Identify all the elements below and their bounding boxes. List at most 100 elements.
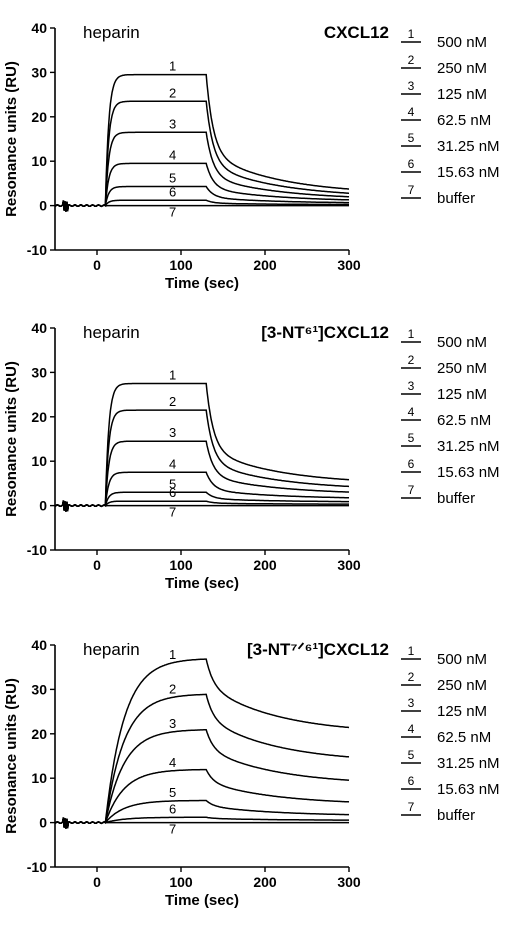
y-tick-label: 0 bbox=[39, 198, 47, 214]
legend-marker-7: 7 bbox=[408, 483, 415, 497]
x-tick-label: 300 bbox=[337, 874, 361, 890]
series-marker-2: 2 bbox=[169, 85, 176, 100]
series-line-7 bbox=[54, 817, 349, 829]
panel-title: CXCL12 bbox=[324, 23, 389, 42]
series-marker-2: 2 bbox=[169, 394, 176, 409]
y-tick-label: 40 bbox=[31, 637, 47, 653]
series-marker-1: 1 bbox=[169, 59, 176, 74]
legend-marker-4: 4 bbox=[408, 405, 415, 419]
series-line-1 bbox=[54, 658, 350, 829]
legend-marker-7: 7 bbox=[408, 800, 415, 814]
legend-marker-1: 1 bbox=[408, 327, 415, 341]
legend-label-2: 250 nM bbox=[437, 60, 487, 77]
legend-marker-3: 3 bbox=[408, 79, 415, 93]
series-marker-2: 2 bbox=[169, 681, 176, 696]
series-marker-4: 4 bbox=[169, 755, 176, 770]
x-tick-label: 200 bbox=[253, 557, 277, 573]
x-tick-label: 0 bbox=[93, 874, 101, 890]
legend-label-2: 250 nM bbox=[437, 360, 487, 377]
legend-marker-5: 5 bbox=[408, 131, 415, 145]
x-tick-label: 100 bbox=[169, 874, 193, 890]
legend-label-3: 125 nM bbox=[437, 703, 487, 720]
panel-1: -10 0 10 20 30 40 0 100 200 300 Time (sec) Resonanc… bbox=[3, 20, 500, 292]
x-tick-label: 200 bbox=[253, 874, 277, 890]
legend-label-6: 15.63 nM bbox=[437, 781, 500, 798]
y-tick-label: 20 bbox=[31, 726, 47, 742]
series-marker-7: 7 bbox=[169, 505, 176, 520]
x-tick-label: 200 bbox=[253, 257, 277, 273]
legend-label-6: 15.63 nM bbox=[437, 464, 500, 481]
panel-3: -10 0 10 20 30 40 0 100 200 300 Time (sec) Resonanc… bbox=[3, 637, 500, 909]
y-tick-label: 0 bbox=[39, 498, 47, 514]
panel-title: [3-NT⁶¹]CXCL12 bbox=[261, 323, 389, 342]
legend-marker-6: 6 bbox=[408, 774, 415, 788]
legend-marker-1: 1 bbox=[408, 644, 415, 658]
analyte-label: heparin bbox=[83, 640, 140, 659]
series-line-2 bbox=[54, 693, 350, 829]
series-line-7 bbox=[54, 200, 349, 212]
x-tick-label: 100 bbox=[169, 257, 193, 273]
series-marker-1: 1 bbox=[169, 368, 176, 383]
legend-marker-7: 7 bbox=[408, 183, 415, 197]
legend-marker-5: 5 bbox=[408, 431, 415, 445]
legend-marker-3: 3 bbox=[408, 379, 415, 393]
legend-label-4: 62.5 nM bbox=[437, 729, 491, 746]
series-marker-6: 6 bbox=[169, 485, 176, 500]
x-tick-label: 300 bbox=[337, 557, 361, 573]
legend-label-4: 62.5 nM bbox=[437, 412, 491, 429]
legend-label-5: 31.25 nM bbox=[437, 755, 500, 772]
y-tick-label: 30 bbox=[31, 64, 47, 80]
legend-label-5: 31.25 nM bbox=[437, 138, 500, 155]
series-marker-4: 4 bbox=[169, 456, 176, 471]
legend-label-5: 31.25 nM bbox=[437, 438, 500, 455]
legend-marker-1: 1 bbox=[408, 27, 415, 41]
x-tick-label: 0 bbox=[93, 257, 101, 273]
series-marker-5: 5 bbox=[169, 171, 176, 186]
legend-marker-6: 6 bbox=[408, 157, 415, 171]
legend-marker-5: 5 bbox=[408, 748, 415, 762]
legend-label-1: 500 nM bbox=[437, 34, 487, 51]
series-line-5 bbox=[54, 799, 349, 829]
panel-title: [3-NT⁷ᐟ⁶¹]CXCL12 bbox=[247, 640, 389, 659]
analyte-label: heparin bbox=[83, 323, 140, 342]
series-marker-3: 3 bbox=[169, 425, 176, 440]
legend-marker-6: 6 bbox=[408, 457, 415, 471]
series-marker-7: 7 bbox=[169, 205, 176, 220]
legend-label-2: 250 nM bbox=[437, 677, 487, 694]
legend-label-1: 500 nM bbox=[437, 651, 487, 668]
y-tick-label: 30 bbox=[31, 681, 47, 697]
y-tick-label: 10 bbox=[31, 153, 47, 169]
y-tick-label: 40 bbox=[31, 20, 47, 36]
x-axis-label: Time (sec) bbox=[165, 892, 239, 909]
series-line-2 bbox=[54, 100, 349, 212]
series-marker-7: 7 bbox=[169, 822, 176, 837]
legend-label-4: 62.5 nM bbox=[437, 112, 491, 129]
legend-label-7: buffer bbox=[437, 190, 475, 207]
series-marker-3: 3 bbox=[169, 116, 176, 131]
legend-label-1: 500 nM bbox=[437, 334, 487, 351]
y-tick-label: 40 bbox=[31, 320, 47, 336]
y-tick-label: 20 bbox=[31, 109, 47, 125]
x-tick-label: 0 bbox=[93, 557, 101, 573]
y-tick-label: 30 bbox=[31, 364, 47, 380]
legend-label-3: 125 nM bbox=[437, 386, 487, 403]
series-marker-6: 6 bbox=[169, 801, 176, 816]
y-axis-label: Resonance units (RU) bbox=[3, 361, 20, 517]
analyte-label: heparin bbox=[83, 23, 140, 42]
y-tick-label: 0 bbox=[39, 815, 47, 831]
legend-marker-3: 3 bbox=[408, 696, 415, 710]
legend-marker-2: 2 bbox=[408, 353, 415, 367]
legend-marker-4: 4 bbox=[408, 722, 415, 736]
series-marker-3: 3 bbox=[169, 716, 176, 731]
legend-marker-2: 2 bbox=[408, 53, 415, 67]
series-marker-6: 6 bbox=[169, 184, 176, 199]
x-axis-label: Time (sec) bbox=[165, 275, 239, 292]
panel-2: -10 0 10 20 30 40 0 100 200 300 Time (sec) Resonanc… bbox=[3, 320, 500, 592]
legend-marker-2: 2 bbox=[408, 670, 415, 684]
y-axis-label: Resonance units (RU) bbox=[3, 678, 20, 834]
y-axis-label: Resonance units (RU) bbox=[3, 61, 20, 217]
y-tick-label: 20 bbox=[31, 409, 47, 425]
x-tick-label: 100 bbox=[169, 557, 193, 573]
series-marker-5: 5 bbox=[169, 476, 176, 491]
